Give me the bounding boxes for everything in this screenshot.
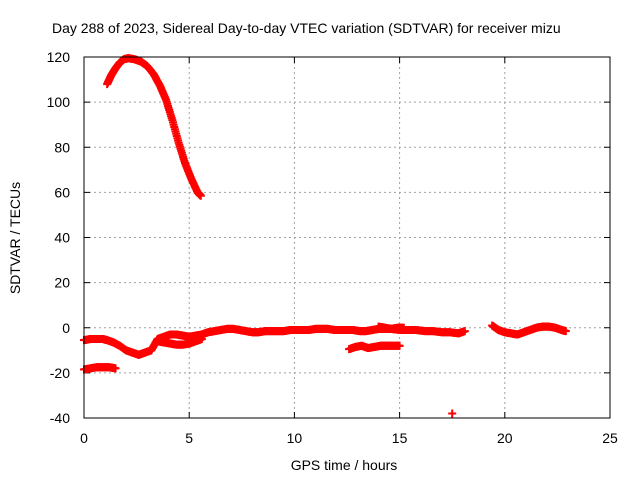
data-point — [111, 364, 120, 373]
x-axis-label: GPS time / hours — [291, 457, 398, 473]
data-point — [395, 341, 404, 350]
series-arc-low-3 — [153, 335, 206, 349]
x-tick-label: 20 — [497, 430, 513, 446]
x-tick-label: 0 — [80, 430, 88, 446]
series-arc-high — [103, 54, 205, 200]
y-tick-label: 80 — [54, 139, 70, 155]
data-point — [561, 327, 570, 336]
y-tick-label: 20 — [54, 275, 70, 291]
y-tick-label: -20 — [50, 365, 70, 381]
y-tick-label: 120 — [47, 49, 71, 65]
series-arc-low-2 — [80, 363, 120, 374]
y-tick-label: -40 — [50, 410, 70, 426]
data-points — [80, 54, 570, 418]
data-point — [460, 327, 469, 336]
chart-title: Day 288 of 2023, Sidereal Day-to-day VTE… — [52, 20, 561, 36]
y-tick-label: 40 — [54, 230, 70, 246]
x-tick-label: 15 — [392, 430, 408, 446]
data-point — [197, 335, 206, 344]
series-arc-low-4 — [345, 341, 404, 354]
series-arc-low-6 — [448, 409, 457, 418]
x-tick-label: 10 — [287, 430, 303, 446]
grid — [84, 57, 610, 418]
series-arc-low-5 — [374, 322, 469, 338]
plot-frame — [83, 56, 611, 419]
y-tick-label: 60 — [54, 184, 70, 200]
axis-ticks: 0 5 10 15 20 25 -40 -20 0 20 40 60 80 100 120 — [47, 49, 618, 446]
y-tick-label: 0 — [62, 320, 70, 336]
x-tick-label: 5 — [185, 430, 193, 446]
data-point — [448, 409, 457, 418]
y-tick-label: 100 — [47, 94, 71, 110]
data-point — [196, 191, 205, 200]
x-tick-label: 25 — [602, 430, 618, 446]
y-axis-label: SDTVAR / TECUs — [7, 182, 23, 294]
series-arc-low-7 — [488, 321, 570, 339]
